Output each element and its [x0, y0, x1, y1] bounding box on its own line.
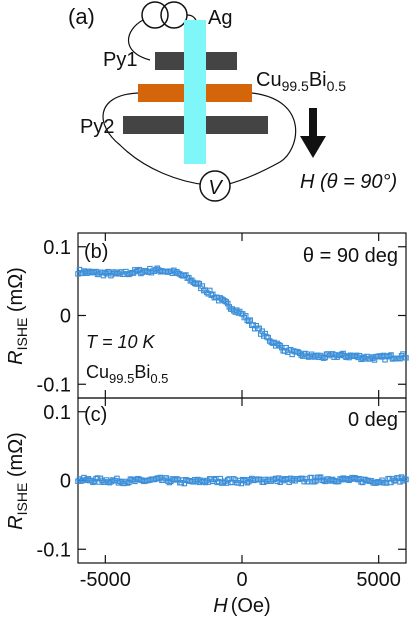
y-tick-label: -0.1: [37, 374, 71, 396]
ag-label: Ag: [208, 7, 232, 29]
x-tick-label: 5000: [356, 569, 401, 591]
data-point: [262, 330, 268, 337]
chart-c-y-ticks: 0.1 0 -0.1: [37, 402, 406, 561]
data-point: [403, 476, 409, 483]
y-tick-label: 0.1: [43, 237, 71, 259]
data-point: [171, 267, 177, 274]
data-point: [239, 476, 246, 483]
data-point: [174, 476, 180, 482]
chart-c-angle-annotation: 0 deg: [348, 409, 398, 431]
data-point: [127, 270, 134, 277]
panel-label-a: (a): [68, 4, 95, 29]
data-point: [263, 334, 270, 340]
data-point: [277, 479, 283, 485]
chart-b-y-ticks: 0.1 0 -0.1: [37, 237, 406, 396]
data-point: [400, 351, 406, 357]
data-point: [382, 357, 388, 363]
chart-b-angle-annotation: θ = 90 deg: [303, 245, 398, 267]
data-point: [250, 322, 256, 328]
data-point: [319, 354, 325, 360]
cubi-label: Cu99.5Bi0.5: [256, 69, 346, 94]
chart-b-sample-label: Cu99.5Bi0.5: [86, 362, 168, 386]
data-point: [163, 475, 170, 481]
data-point: [313, 477, 319, 484]
x-axis-label: H (Oe): [213, 595, 270, 617]
py2-label: Py2: [80, 116, 114, 138]
panel-label-b: (b): [84, 241, 108, 263]
data-point: [353, 476, 360, 482]
data-point: [195, 280, 201, 286]
source-wire-left: [128, 19, 151, 61]
chart-b-temperature-label: T = 10 K: [86, 332, 156, 352]
data-point: [268, 339, 274, 345]
data-point: [238, 480, 245, 487]
chart-b-series: [75, 265, 409, 363]
data-point: [234, 307, 240, 313]
x-tick-label: -5000: [80, 569, 131, 591]
data-point: [193, 281, 200, 287]
data-point: [231, 476, 237, 482]
voltmeter-label: V: [208, 177, 223, 199]
data-point: [377, 353, 384, 359]
y-tick-label: 0: [60, 471, 71, 493]
data-point: [289, 351, 295, 358]
ag-strip: [184, 20, 206, 164]
data-point: [244, 479, 250, 486]
data-point: [295, 349, 301, 355]
chart-b: 0.1 0 -0.1 (b) θ = 90 deg T = 10 K Cu99.5B…: [5, 232, 409, 399]
source-wire-right: [186, 14, 197, 21]
y-tick-label: -0.1: [37, 539, 71, 561]
chart-c: 0.1 0 -0.1 -5000 0 5000 (c) 0 deg RISHE (mΩ)…: [5, 397, 409, 617]
current-source-icon: [141, 1, 188, 29]
chart-b-y-axis-label: RISHE (mΩ): [5, 267, 30, 365]
data-point: [272, 475, 279, 482]
data-point: [299, 475, 306, 482]
data-point: [265, 334, 271, 341]
data-point: [256, 476, 262, 482]
data-point: [275, 341, 282, 348]
voltmeter-icon: V: [199, 170, 231, 202]
data-point: [247, 317, 253, 323]
chart-b-x-ticks: [104, 233, 380, 398]
schematic-panel: (a) V Ag Py1 Py2 Cu99.5Bi0.5: [68, 1, 397, 202]
data-point: [256, 325, 262, 332]
data-point: [244, 317, 250, 324]
data-point: [260, 479, 267, 486]
data-point: [338, 351, 345, 358]
y-tick-label: 0.1: [43, 402, 71, 424]
y-tick-label: 0: [60, 306, 71, 328]
panel-label-c: (c): [84, 404, 107, 426]
field-arrow-icon: [300, 108, 326, 158]
data-point: [172, 477, 179, 483]
x-tick-label: 0: [236, 569, 247, 591]
data-point: [311, 478, 318, 485]
data-point: [403, 355, 409, 361]
data-point: [317, 474, 324, 480]
field-label: H (θ = 90°): [300, 171, 397, 193]
data-point: [151, 268, 158, 274]
voltmeter-wire-left: [102, 92, 208, 186]
chart-c-x-ticks: -5000 0 5000: [80, 398, 401, 591]
data-point: [90, 479, 96, 486]
data-point: [320, 355, 327, 361]
data-point: [401, 475, 408, 482]
data-point: [245, 318, 252, 324]
data-point: [148, 269, 155, 276]
chart-c-y-axis-label: RISHE (mΩ): [5, 432, 30, 530]
data-point: [225, 300, 231, 307]
voltmeter-wire-right: [224, 92, 297, 186]
data-point: [329, 351, 336, 357]
data-point: [281, 476, 288, 482]
data-point: [371, 357, 378, 363]
data-point: [124, 480, 131, 486]
chart-c-series: [75, 474, 409, 487]
py1-label: Py1: [103, 49, 137, 71]
data-point: [210, 291, 216, 298]
